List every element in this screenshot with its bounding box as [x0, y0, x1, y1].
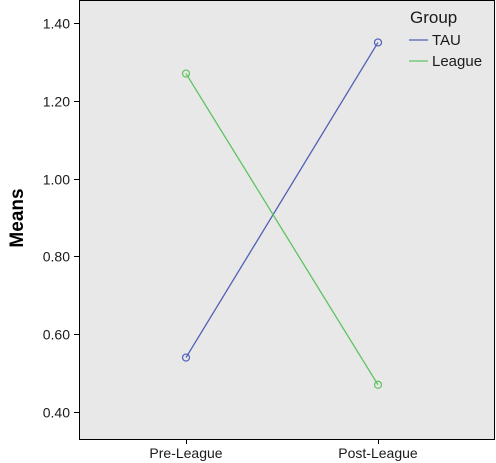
series-layer — [181, 38, 383, 389]
x-tick-label: Post-League — [338, 445, 418, 461]
data-point-tau — [181, 353, 191, 362]
series-line-tau — [185, 42, 379, 358]
y-tick-label: 1.00 — [43, 172, 70, 188]
legend-title: Group — [410, 8, 457, 27]
legend-label-league: League — [432, 53, 482, 70]
legend: Group TAU League — [409, 8, 482, 70]
y-tick-label: 0.40 — [43, 405, 70, 421]
y-tick-label: 1.20 — [43, 94, 70, 110]
data-point-league — [373, 380, 383, 389]
series-line-league — [185, 73, 379, 386]
y-tick-label: 0.60 — [43, 327, 70, 343]
y-tick-label: 1.40 — [43, 16, 70, 32]
data-point-league — [181, 69, 191, 78]
legend-label-tau: TAU — [432, 32, 461, 49]
y-tick-label: 0.80 — [43, 249, 70, 265]
y-axis: 0.40 0.60 0.80 1.00 1.20 1.40 — [43, 16, 79, 421]
x-axis: Pre-League Post-League — [149, 439, 418, 461]
y-axis-title: Means — [7, 188, 28, 247]
x-tick-label: Pre-League — [149, 445, 222, 461]
plot-area — [79, 0, 495, 440]
data-point-tau — [373, 38, 383, 47]
